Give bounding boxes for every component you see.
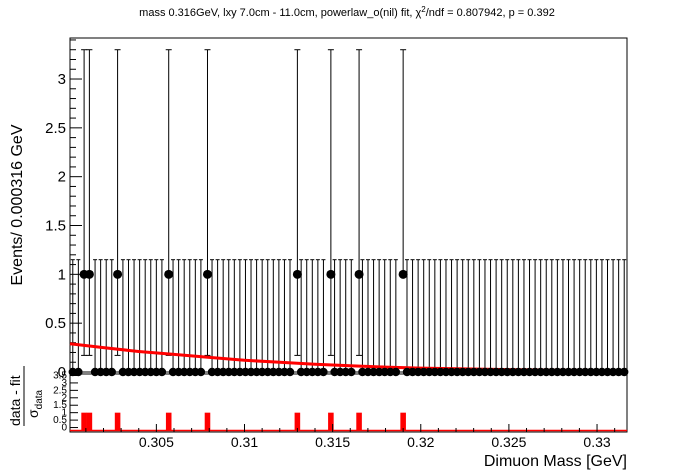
residual-y-tick-label: 1 [61,408,67,419]
residual-bars [70,412,627,432]
main-y-tick-label: 0 [58,364,66,381]
data-point [326,269,336,279]
residual-y-tick-label: 3 [61,378,67,389]
residual-panel: 00.511.522.533.5 0.305 0.31 0.315 0.32 0.325… [7,366,628,470]
zero-bin-point [196,367,206,377]
zero-bin-point [285,367,295,377]
x-axis-label: Dimuon Mass [GeV] [484,453,627,470]
data-point [292,269,302,279]
zero-bin-point [319,367,328,377]
zero-bin-point [74,367,83,377]
main-y-tick-label: 2 [58,169,66,186]
residual-x-axis: 0.305 0.31 0.315 0.32 0.325 0.33 [85,424,616,450]
residual-ylabel-denominator: σdata [25,389,45,418]
zero-bin-point [157,367,167,377]
x-tick-label: 0.315 [315,434,350,450]
x-tick-label: 0.325 [491,434,526,450]
main-y-tick-label: 3 [58,71,66,88]
x-tick-label: 0.31 [231,434,258,450]
main-panel: 0 0.5 1 1.5 2 2.5 3 Events/ 0.000316 GeV [9,37,629,381]
x-tick-label: 0.33 [583,434,610,450]
residual-bar [204,412,211,431]
main-error-bars [70,49,627,372]
x-tick-label: 0.32 [407,434,434,450]
zero-bin-point [391,367,401,377]
residual-y-tick-label: 0 [61,423,67,434]
x-tick-label: 0.305 [139,434,174,450]
chart-title: mass 0.316GeV, lxy 7.0cm - 11.0cm, power… [139,5,555,19]
data-point [398,269,408,279]
data-point [113,269,123,279]
main-y-tick-label: 1.5 [45,218,66,235]
data-point [202,269,212,279]
residual-bar [114,412,121,431]
main-y-tick-label: 2.5 [45,120,66,137]
data-point [354,269,364,279]
residual-y-axis: 00.511.522.533.5 [53,370,78,434]
residual-y-tick-label: 0.5 [53,415,67,426]
main-y-axis: 0 0.5 1 1.5 2 2.5 3 [45,39,82,381]
main-y-tick-label: 0.5 [45,315,66,332]
residual-y-tick-label: 2.5 [53,385,67,396]
residual-bar [86,412,93,431]
residual-bar [356,412,362,431]
residual-frame [69,373,628,433]
data-point [164,269,174,279]
residual-bar [165,412,172,431]
residual-bar [328,412,334,431]
residual-y-axis-label: data - fit σdata [7,366,45,426]
residual-y-tick-label: 3.5 [53,370,67,381]
residual-y-tick-label: 2 [61,393,67,404]
zero-bin-point [107,367,116,377]
residual-bar [400,412,406,431]
main-y-tick-label: 1 [58,266,66,283]
data-point [84,269,94,279]
main-y-axis-label: Events/ 0.000316 GeV [9,124,26,285]
zero-bin-point [347,367,356,377]
residual-ylabel-numerator: data - fit [7,375,23,426]
residual-bar [294,412,301,431]
residual-bar [81,412,87,431]
residual-y-tick-label: 1.5 [53,400,67,411]
